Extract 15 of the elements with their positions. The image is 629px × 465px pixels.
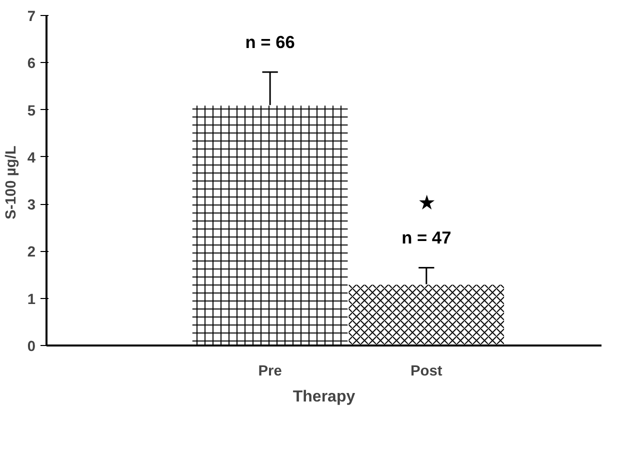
y-tick-label: 3: [27, 198, 36, 214]
annotation: n = 47: [402, 228, 452, 248]
y-tick-label: 4: [27, 150, 36, 166]
annotation: ★: [418, 192, 435, 213]
y-tick-label: 6: [27, 56, 36, 72]
x-tick-label: Post: [410, 364, 442, 380]
y-tick-label: 2: [27, 244, 36, 261]
y-tick-label: 1: [27, 292, 36, 308]
x-tick-label: Pre: [258, 364, 282, 380]
y-tick-label: 5: [27, 103, 36, 120]
y-tick-label: 7: [27, 9, 36, 25]
y-tick-label: 0: [27, 339, 36, 355]
annotation: n = 66: [245, 32, 296, 52]
y-axis-title: S-100 µg/L: [3, 146, 20, 220]
x-axis-title: Therapy: [292, 388, 356, 406]
